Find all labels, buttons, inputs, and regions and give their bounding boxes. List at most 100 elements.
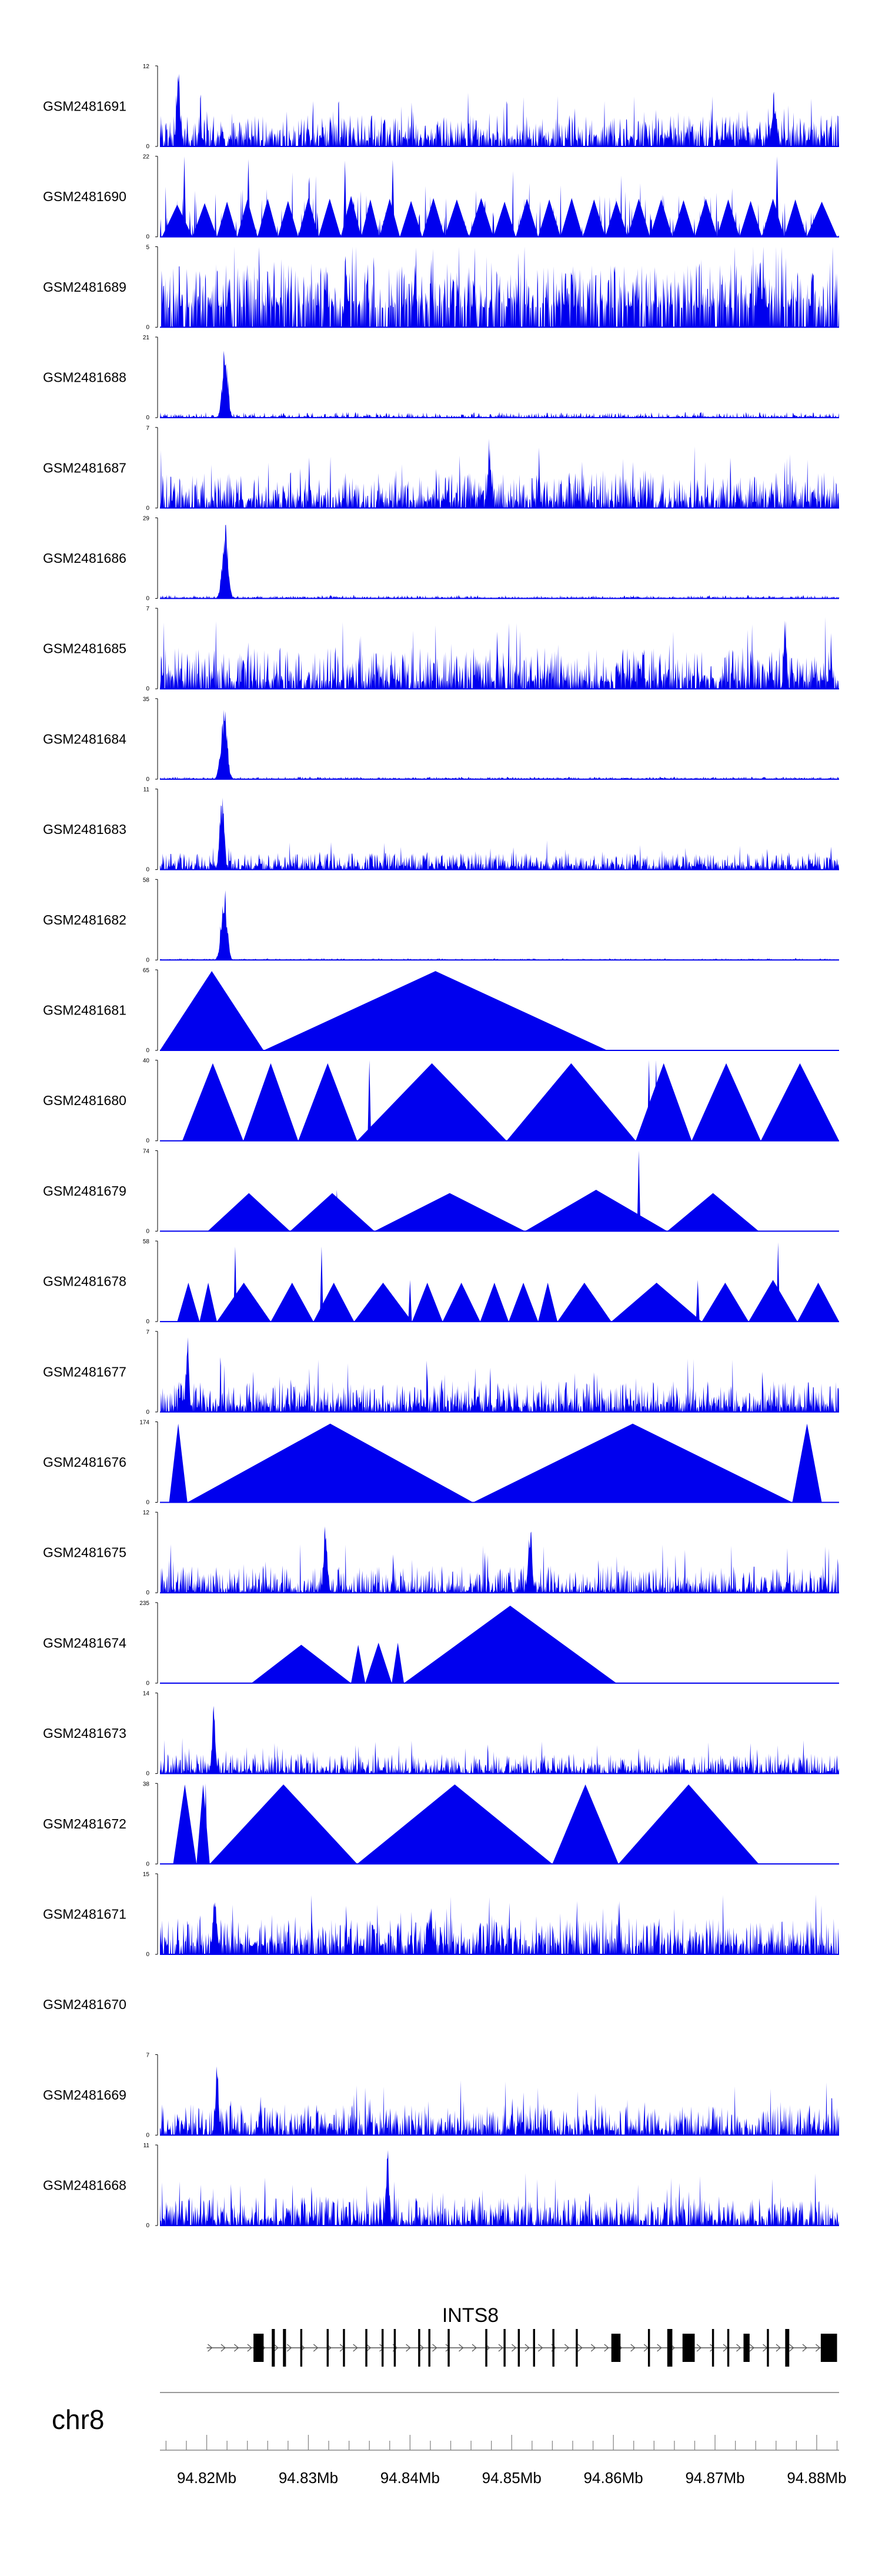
- signal-block: [298, 1063, 358, 1141]
- signal-block: [797, 1282, 839, 1322]
- signal-block: [173, 1784, 197, 1864]
- signal-block: [192, 203, 217, 237]
- signal-block: [216, 1282, 271, 1322]
- track-label: GSM2481687: [43, 460, 126, 475]
- gene-track: INTS8: [206, 2304, 837, 2367]
- strand-arrow: [537, 2344, 543, 2352]
- exon: [647, 2329, 650, 2367]
- x-tick-label: 94.87Mb: [685, 2469, 744, 2487]
- y-min-label: 0: [146, 596, 149, 602]
- exon: [727, 2329, 730, 2367]
- y-min-label: 0: [146, 1771, 149, 1777]
- y-max-label: 7: [146, 2052, 149, 2058]
- track-GSM2481677: GSM2481677 7 0: [43, 1329, 839, 1416]
- track-label: GSM2481678: [43, 1274, 126, 1289]
- track-label: GSM2481676: [43, 1454, 126, 1470]
- signal-block: [199, 1282, 217, 1322]
- exon: [503, 2329, 506, 2367]
- y-min-label: 0: [146, 1861, 149, 1867]
- y-min-label: 0: [146, 867, 149, 873]
- y-max-label: 7: [146, 1329, 149, 1336]
- y-min-label: 0: [146, 1047, 149, 1054]
- exon: [767, 2329, 769, 2367]
- y-max-label: 11: [143, 787, 150, 793]
- track-label: GSM2481691: [43, 99, 126, 114]
- signal-spike: [233, 1246, 237, 1322]
- signal-block: [552, 1784, 619, 1864]
- track-label: GSM2481690: [43, 189, 126, 204]
- track-label: GSM2481669: [43, 2087, 126, 2103]
- signal-area: [160, 2066, 839, 2135]
- strand-arrow: [247, 2344, 252, 2352]
- x-tick-label: 94.82Mb: [177, 2469, 236, 2487]
- signal-area: [160, 171, 839, 237]
- strand-arrow: [590, 2344, 596, 2352]
- strand-arrow: [710, 2344, 715, 2352]
- track-label: GSM2481688: [43, 370, 126, 385]
- y-min-label: 0: [146, 1319, 149, 1325]
- track-GSM2481670: GSM2481670: [43, 1997, 126, 2012]
- signal-block: [196, 1784, 210, 1864]
- y-min-label: 0: [146, 324, 149, 331]
- signal-block: [509, 1282, 539, 1322]
- signal-area: [160, 1337, 839, 1412]
- signal-block: [667, 1193, 759, 1232]
- signal-spike: [182, 156, 186, 237]
- y-max-label: 12: [143, 64, 150, 70]
- signal-block: [445, 199, 469, 237]
- track-label: GSM2481671: [43, 1907, 126, 1922]
- signal-block: [749, 1280, 798, 1322]
- strand-arrow: [445, 2344, 451, 2352]
- strand-arrow: [286, 2344, 292, 2352]
- strand-arrow: [736, 2344, 741, 2352]
- y-max-label: 174: [139, 1420, 149, 1426]
- signal-block: [739, 201, 762, 237]
- signal-block: [627, 198, 650, 237]
- strand-arrow: [657, 2344, 662, 2352]
- signal-area: [160, 1894, 839, 1954]
- signal-block: [400, 201, 423, 237]
- track-label: GSM2481675: [43, 1545, 126, 1560]
- strand-arrow: [789, 2344, 794, 2352]
- signal-area: [160, 439, 839, 508]
- y-max-label: 21: [143, 335, 150, 341]
- gene-name-label: INTS8: [442, 2304, 499, 2327]
- exon: [365, 2329, 368, 2367]
- track-label: GSM2481683: [43, 822, 126, 837]
- genome-axis: chr8 94.82Mb 94.83Mb 94.84Mb 94.85Mb 94.86Mb…: [52, 2392, 847, 2487]
- track-GSM2481689: GSM2481689 5 0: [43, 244, 839, 331]
- y-min-label: 0: [146, 415, 149, 421]
- exon: [300, 2329, 303, 2367]
- signal-block: [216, 201, 238, 237]
- y-min-label: 0: [146, 1500, 149, 1506]
- signal-block: [442, 1282, 480, 1322]
- signal-block: [422, 198, 445, 237]
- signal-block: [760, 1063, 839, 1141]
- strand-arrow: [419, 2344, 425, 2352]
- strand-arrow: [604, 2344, 609, 2352]
- y-max-label: 5: [146, 244, 149, 251]
- track-label: GSM2481684: [43, 731, 126, 746]
- signal-block: [672, 200, 695, 237]
- signal-block: [209, 1784, 358, 1864]
- strand-arrow: [353, 2344, 358, 2352]
- track-GSM2481679: GSM2481679 74 0: [43, 1148, 839, 1234]
- exon: [785, 2329, 790, 2367]
- signal-spike: [408, 1280, 412, 1322]
- track-label: GSM2481673: [43, 1726, 126, 1741]
- y-min-label: 0: [146, 505, 149, 512]
- strand-arrow: [313, 2344, 319, 2352]
- strand-arrow: [432, 2344, 437, 2352]
- signal-spike: [335, 1190, 339, 1232]
- exon: [820, 2334, 837, 2362]
- track-GSM2481687: GSM2481687 7 0: [43, 425, 839, 512]
- signal-block: [506, 1063, 636, 1141]
- signal-block: [611, 1282, 702, 1322]
- y-max-label: 58: [143, 877, 150, 883]
- y-max-label: 40: [143, 1058, 150, 1065]
- strand-arrow: [498, 2344, 503, 2352]
- strand-arrow: [472, 2344, 477, 2352]
- signal-area: [160, 1526, 839, 1593]
- track-GSM2481675: GSM2481675 12 0: [43, 1510, 839, 1596]
- signal-spike: [637, 1150, 641, 1232]
